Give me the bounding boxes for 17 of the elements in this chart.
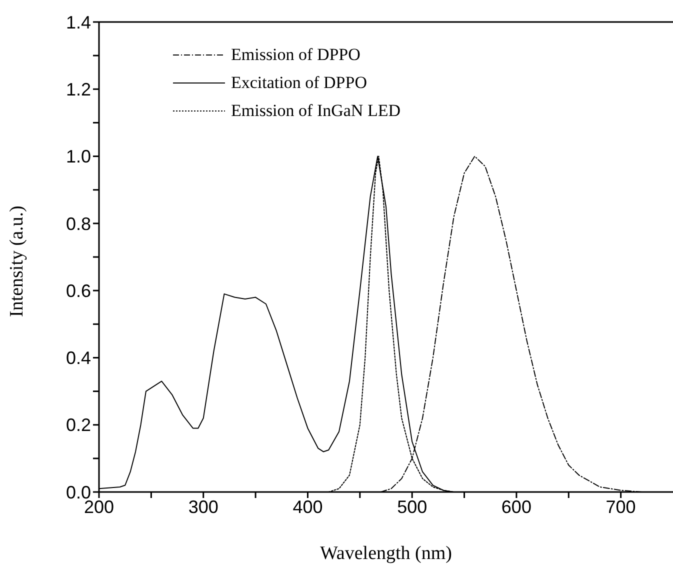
y-tick-label: 0.6 xyxy=(66,280,91,301)
y-tick-label: 1.2 xyxy=(66,80,91,100)
x-tick-label: 300 xyxy=(188,496,218,517)
x-tick-label: 600 xyxy=(501,496,532,517)
legend-label: Emission of DPPO xyxy=(231,45,360,65)
legend-label: Emission of InGaN LED xyxy=(231,101,401,121)
y-tick-label: 1.0 xyxy=(66,146,91,167)
x-tick-label: 500 xyxy=(397,496,428,517)
x-tick-label: 400 xyxy=(292,496,323,517)
y-tick-label: 0.2 xyxy=(66,415,91,436)
y-tick-label: 0.4 xyxy=(66,348,91,368)
legend-label: Excitation of DPPO xyxy=(231,73,367,93)
x-axis-title: Wavelength (nm) xyxy=(320,543,452,564)
y-tick-label: 0.8 xyxy=(66,214,91,234)
y-axis-title: Intensity (a.u.) xyxy=(6,206,28,317)
y-tick-label: 1.4 xyxy=(66,12,91,32)
x-tick-label: 700 xyxy=(606,496,636,517)
